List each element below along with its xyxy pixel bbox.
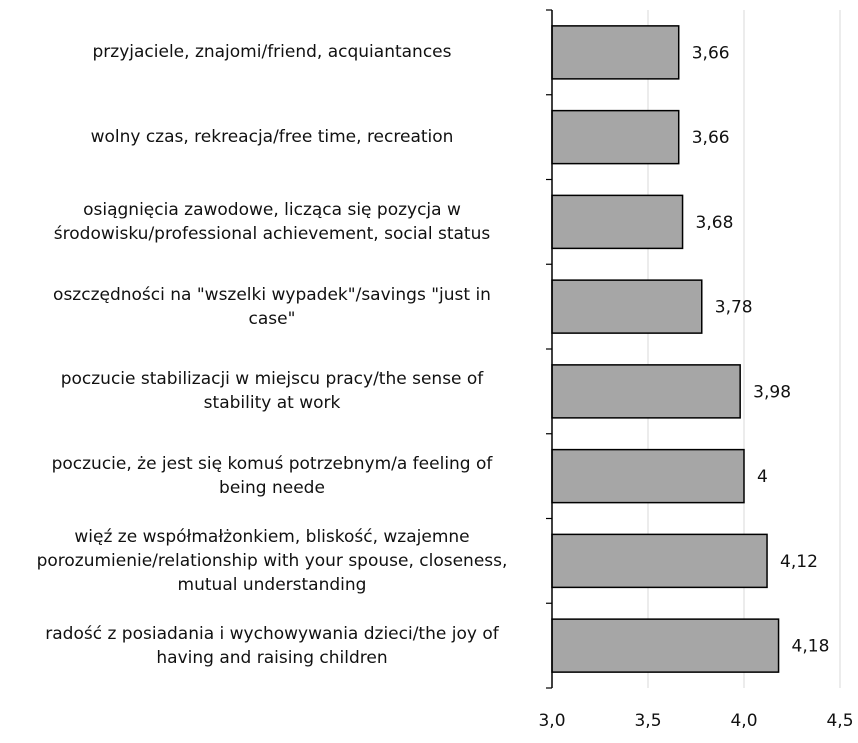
category-label: przyjaciele, znajomi/friend, acquiantanc…: [0, 40, 552, 64]
category-label: poczucie stabilizacji w miejscu pracy/th…: [0, 367, 552, 415]
category-label-line: wolny czas, rekreacja/free time, recreat…: [90, 127, 454, 148]
bar-value-label: 4,18: [792, 637, 830, 657]
category-label-line: radość z posiadania i wychowywania dziec…: [45, 623, 499, 644]
category-label-line: porozumienie/relationship with your spou…: [36, 550, 508, 571]
category-label-line: being neede: [219, 478, 325, 499]
category-label-line: osiągnięcia zawodowe, licząca się pozycj…: [83, 199, 461, 220]
bar-value-label: 3,66: [692, 43, 730, 63]
category-label-line: stability at work: [203, 393, 341, 414]
category-label-line: poczucie, że jest się komuś potrzebnym/a…: [51, 454, 493, 475]
bar-value-label: 3,98: [753, 382, 791, 402]
x-tick-label: 3,0: [538, 711, 565, 731]
category-label: osiągnięcia zawodowe, licząca się pozycj…: [0, 198, 552, 246]
bar-value-label: 3,78: [715, 298, 753, 318]
category-label: wolny czas, rekreacja/free time, recreat…: [0, 125, 552, 149]
bar: [551, 109, 680, 165]
bar-value-label: 3,68: [696, 213, 734, 233]
category-label: więź ze współmałżonkiem, bliskość, wzaje…: [0, 525, 552, 597]
bar: [551, 194, 684, 250]
bar: [551, 618, 780, 673]
category-label-line: środowisku/professional achievement, soc…: [53, 223, 491, 244]
bar-value-label: 3,66: [692, 128, 730, 148]
bar: [551, 364, 741, 419]
category-label-line: having and raising children: [156, 647, 388, 668]
bar-value-label: 4: [757, 467, 768, 487]
category-label: oszczędności na "wszelki wypadek"/saving…: [0, 283, 552, 331]
category-label-line: przyjaciele, znajomi/friend, acquiantanc…: [92, 42, 452, 63]
bar: [551, 279, 703, 334]
x-tick-label: 4,0: [730, 711, 757, 731]
category-label: radość z posiadania i wychowywania dziec…: [0, 622, 552, 670]
x-tick-label: 3,5: [634, 711, 661, 731]
category-label-line: poczucie stabilizacji w miejscu pracy/th…: [60, 369, 484, 390]
category-label: poczucie, że jest się komuś potrzebnym/a…: [0, 452, 552, 500]
bar: [551, 533, 768, 589]
category-label-line: więź ze współmałżonkiem, bliskość, wzaje…: [74, 526, 470, 547]
category-label-line: case": [248, 308, 296, 329]
category-label-line: oszczędności na "wszelki wypadek"/saving…: [53, 284, 491, 305]
category-label-line: mutual understanding: [177, 574, 367, 595]
bar: [551, 25, 680, 80]
bar: [551, 448, 745, 504]
x-tick-label: 4,5: [826, 711, 853, 731]
bar-value-label: 4,12: [780, 552, 818, 572]
